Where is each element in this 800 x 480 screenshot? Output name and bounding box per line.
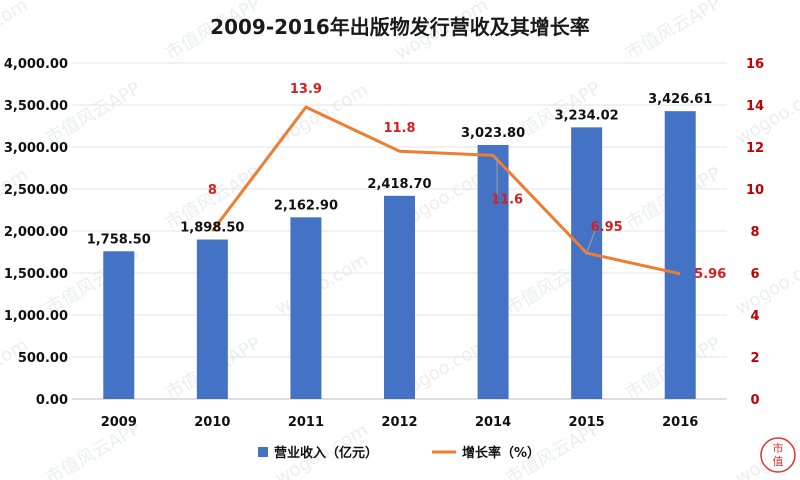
- y-left-tick-label: 2,000.00: [4, 225, 68, 240]
- line-value-label: 5.96: [694, 267, 726, 282]
- bar-value-label: 2,418.70: [367, 177, 431, 192]
- bar-value-label: 3,023.80: [461, 126, 525, 141]
- y-left-tick-label: 1,000.00: [4, 309, 68, 324]
- leader-line: [492, 154, 498, 196]
- bar-value-label: 2,162.90: [274, 198, 338, 213]
- y-right-tick-label: 10: [746, 183, 764, 198]
- legend-label-growth: 增长率（%）: [462, 445, 540, 461]
- watermark-text: wogoo.com: [272, 250, 372, 320]
- y-right-tick-label: 16: [746, 57, 764, 72]
- y-left-tick-label: 1,500.00: [4, 267, 68, 282]
- y-left-tick-label: 0.00: [36, 393, 68, 408]
- x-tick-label: 2014: [475, 415, 511, 430]
- brand-logo: 市 值: [760, 437, 796, 473]
- legend-swatch-revenue: [258, 447, 268, 457]
- axes: 0.00 500.00 1,000.00 1,500.00 2,000.00 2,500.…: [4, 57, 764, 430]
- bar: [290, 217, 322, 399]
- watermark-text: wogoo.com: [0, 165, 32, 235]
- x-tick-label: 2009: [101, 415, 137, 430]
- y-right-tick-label: 12: [746, 141, 764, 156]
- leader-line: [586, 228, 597, 254]
- y-left-tick-label: 2,500.00: [4, 183, 68, 198]
- x-tick-label: 2012: [381, 415, 417, 430]
- bar-series: [103, 111, 696, 400]
- line-value-label: 6.95: [591, 220, 623, 235]
- bar: [477, 145, 509, 399]
- line-value-label: 13.9: [290, 82, 322, 97]
- line-value-label: 11.8: [383, 121, 415, 136]
- x-tick-label: 2010: [194, 415, 230, 430]
- y-right-tick-label: 6: [750, 267, 759, 282]
- bar-value-label: 3,234.02: [555, 108, 619, 123]
- y-left-tick-label: 4,000.00: [4, 57, 68, 72]
- svg-text:市: 市: [773, 441, 784, 455]
- svg-text:值: 值: [773, 455, 784, 468]
- watermark-text: wogoo.com: [0, 0, 32, 64]
- y-right-tick-label: 0: [750, 393, 759, 408]
- bar-value-label: 1,758.50: [87, 232, 151, 247]
- watermark-text: wogoo.com: [732, 250, 800, 320]
- chart-title: 2009-2016年出版物发行营收及其增长率: [210, 15, 590, 39]
- y-left-tick-label: 3,500.00: [4, 99, 68, 114]
- watermark-text: 市值风云APP: [622, 0, 724, 64]
- line-series: [211, 105, 681, 276]
- line-value-label: 11.6: [491, 192, 523, 207]
- y-right-tick-label: 14: [746, 99, 764, 114]
- line-value-label: 8: [208, 183, 217, 198]
- x-tick-label: 2016: [662, 415, 698, 430]
- bar: [103, 251, 135, 399]
- bar: [571, 127, 603, 400]
- bar: [384, 195, 415, 399]
- x-tick-label: 2015: [569, 415, 605, 430]
- watermark-text: wogoo.com: [0, 335, 32, 405]
- y-right-tick-label: 8: [750, 225, 759, 240]
- x-tick-label: 2011: [288, 415, 324, 430]
- bar: [196, 239, 228, 399]
- bar: [664, 111, 696, 399]
- watermark-text: wogoo.com: [732, 80, 800, 150]
- y-left-tick-label: 500.00: [18, 351, 68, 366]
- legend: 营业收入（亿元） 增长率（%）: [258, 445, 540, 461]
- bar-value-label: 3,426.61: [648, 92, 712, 107]
- y-right-tick-label: 2: [750, 351, 759, 366]
- y-left-tick-label: 3,000.00: [4, 141, 68, 156]
- y-right-tick-label: 4: [750, 309, 759, 324]
- bar-value-label: 1,898.50: [180, 221, 244, 236]
- growth-line: [211, 105, 681, 276]
- data-labels: 1,758.50 1,898.50 2,162.90 2,418.70 3,023.80…: [87, 82, 727, 282]
- legend-label-revenue: 营业收入（亿元）: [274, 445, 378, 461]
